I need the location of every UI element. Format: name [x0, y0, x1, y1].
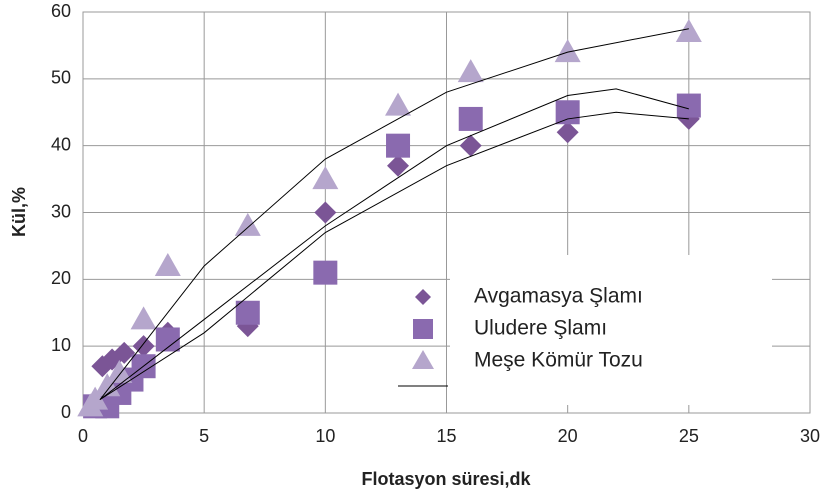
marker	[385, 92, 412, 116]
y-tick-label: 40	[51, 134, 71, 154]
legend-marker	[413, 319, 433, 339]
y-tick-label: 20	[51, 268, 71, 288]
trend-line	[99, 111, 689, 401]
marker	[458, 106, 483, 131]
y-axis-title: Kül,%	[9, 187, 29, 237]
marker	[132, 335, 155, 358]
marker	[676, 93, 701, 118]
marker	[234, 212, 261, 236]
x-tick-label: 10	[315, 426, 335, 446]
marker	[154, 252, 181, 276]
legend-label: Avgamasya Şlamı	[474, 285, 643, 308]
y-tick-label: 0	[61, 402, 71, 422]
marker	[459, 134, 482, 157]
legend-box	[450, 255, 772, 405]
y-tick-label: 30	[51, 201, 71, 221]
x-tick-label: 0	[78, 426, 88, 446]
marker	[386, 133, 411, 158]
marker	[130, 306, 157, 330]
x-axis-title: Flotasyon süresi,dk	[361, 469, 531, 489]
marker	[82, 386, 109, 410]
marker	[235, 300, 260, 325]
trend-line	[99, 88, 689, 401]
marker	[554, 39, 581, 63]
x-tick-label: 25	[679, 426, 699, 446]
marker	[457, 59, 484, 83]
y-tick-label: 60	[51, 1, 71, 21]
legend-label: Meşe Kömür Tozu	[474, 349, 643, 372]
y-tick-label: 50	[51, 68, 71, 88]
marker	[314, 201, 337, 224]
trend-line	[99, 28, 689, 400]
x-tick-label: 5	[199, 426, 209, 446]
marker	[313, 260, 338, 285]
marker	[106, 359, 133, 383]
legend-label: Uludere Şlamı	[474, 317, 607, 340]
x-tick-label: 20	[558, 426, 578, 446]
x-tick-label: 30	[800, 426, 820, 446]
marker	[556, 121, 579, 144]
marker	[312, 166, 339, 190]
legend-marker	[412, 350, 434, 369]
y-tick-label: 10	[51, 335, 71, 355]
marker	[387, 154, 410, 177]
legend-marker	[415, 289, 431, 305]
marker	[555, 100, 580, 125]
marker	[675, 19, 702, 43]
marker	[113, 341, 136, 364]
x-tick-label: 15	[436, 426, 456, 446]
